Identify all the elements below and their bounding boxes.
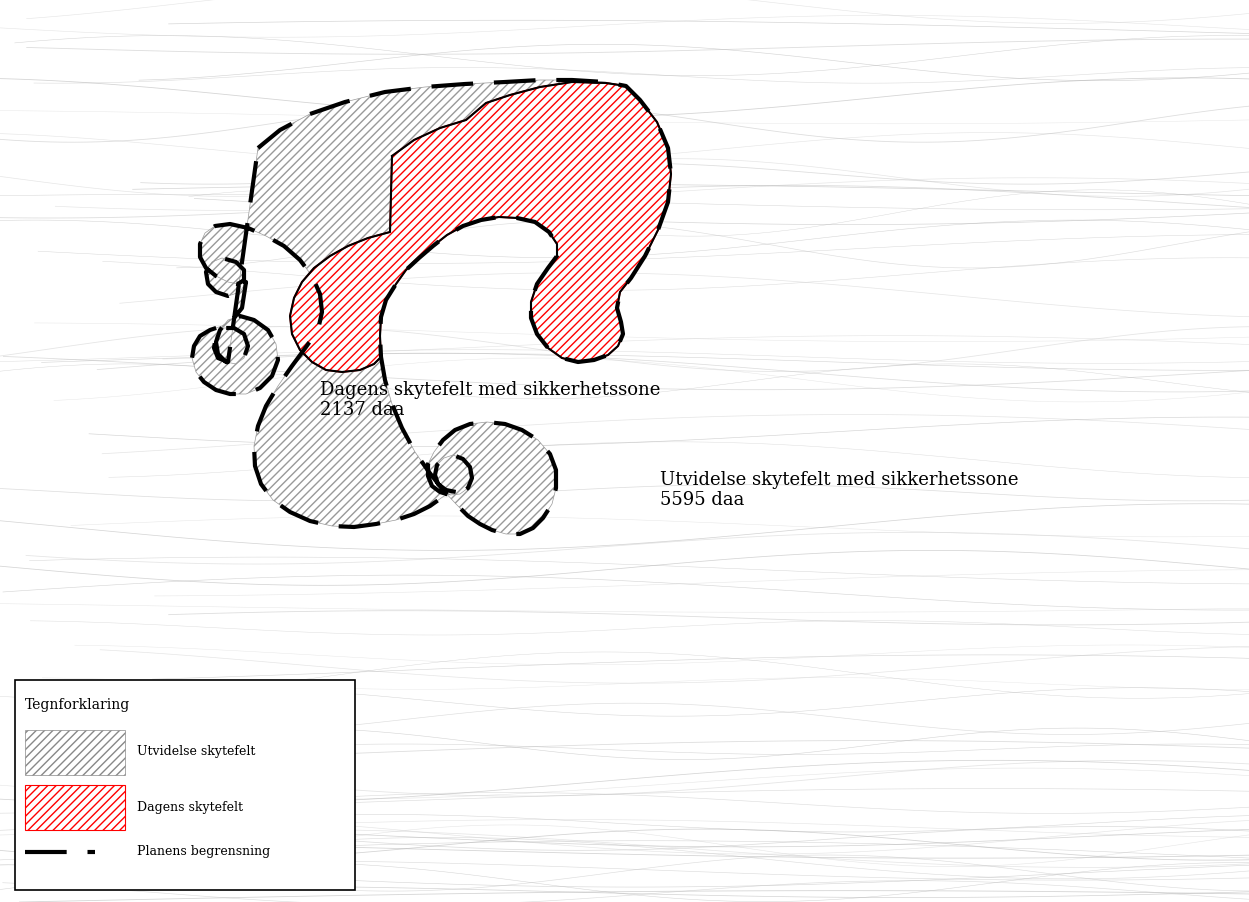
Text: Utvidelse skytefelt med sikkerhetssone
5595 daa: Utvidelse skytefelt med sikkerhetssone 5… — [659, 471, 1018, 510]
Text: Dagens skytefelt med sikkerhetssone
2137 daa: Dagens skytefelt med sikkerhetssone 2137… — [320, 381, 661, 419]
Text: Utvidelse skytefelt: Utvidelse skytefelt — [137, 745, 255, 759]
Polygon shape — [290, 82, 671, 372]
Polygon shape — [192, 80, 671, 534]
Text: Planens begrensning: Planens begrensning — [137, 845, 270, 859]
Bar — [15, 680, 355, 890]
Text: Tegnforklaring: Tegnforklaring — [25, 698, 130, 712]
Bar — [25, 730, 125, 775]
Bar — [25, 785, 125, 830]
Polygon shape — [192, 80, 671, 534]
Text: Dagens skytefelt: Dagens skytefelt — [137, 800, 244, 814]
